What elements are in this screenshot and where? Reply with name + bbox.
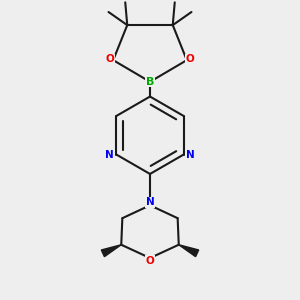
Text: N: N — [186, 150, 194, 160]
Text: O: O — [185, 54, 194, 64]
Text: B: B — [146, 77, 154, 87]
Text: O: O — [106, 54, 115, 64]
Polygon shape — [179, 245, 199, 257]
Text: O: O — [146, 256, 154, 266]
Polygon shape — [101, 245, 121, 257]
Text: N: N — [106, 150, 114, 160]
Text: N: N — [146, 197, 154, 207]
